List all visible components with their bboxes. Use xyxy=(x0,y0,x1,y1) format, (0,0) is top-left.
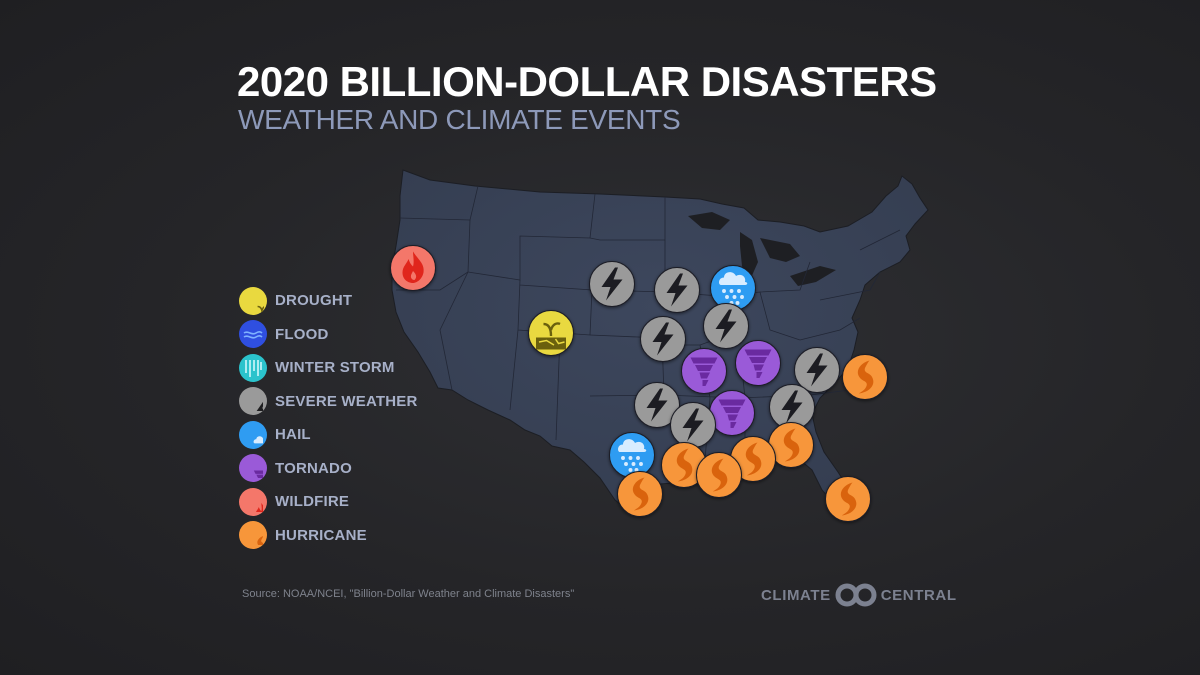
tornado-marker xyxy=(681,348,727,394)
hail-marker xyxy=(609,432,655,478)
legend-label: FLOOD xyxy=(275,325,329,343)
legend-item-hail: HAIL xyxy=(239,418,418,452)
legend-label: HURRICANE xyxy=(275,526,367,544)
legend-item-drought: DROUGHT xyxy=(239,284,418,318)
tornado-marker xyxy=(709,390,755,436)
legend-label: DROUGHT xyxy=(275,292,353,310)
page-subtitle: WEATHER AND CLIMATE EVENTS xyxy=(238,104,681,135)
severe-weather-marker xyxy=(703,303,749,349)
marker-layer xyxy=(390,245,888,522)
severe-weather-marker xyxy=(794,347,840,393)
hurricane-icon xyxy=(239,521,267,550)
legend-label: WINTER STORM xyxy=(275,359,395,377)
legend-label: HAIL xyxy=(275,426,311,444)
logo-text-left: CLIMATE xyxy=(761,586,831,604)
drought-marker xyxy=(528,310,574,356)
hail-marker xyxy=(710,265,756,311)
winter-storm-icon xyxy=(239,353,267,382)
severe-weather-marker xyxy=(589,261,635,307)
logo-text-right: CENTRAL xyxy=(880,586,957,604)
logo-rings-icon xyxy=(835,583,877,607)
great-lakes xyxy=(688,212,836,286)
drought-icon xyxy=(239,286,267,315)
hurricane-marker xyxy=(825,476,871,522)
tornado-marker xyxy=(735,340,781,386)
page-title: 2020 BILLION-DOLLAR DISASTERS xyxy=(237,58,937,105)
lightning-icon xyxy=(239,387,267,416)
legend-label: WILDFIRE xyxy=(275,493,350,511)
legend-item-flood: FLOOD xyxy=(239,318,418,352)
tornado-icon xyxy=(239,454,267,483)
legend-item-severe-weather: SEVERE WEATHER xyxy=(239,385,418,419)
legend-item-tornado: TORNADO xyxy=(239,452,418,486)
hurricane-marker xyxy=(617,471,663,517)
legend-item-hurricane: HURRICANE xyxy=(239,519,418,553)
hurricane-marker xyxy=(696,452,742,498)
severe-weather-marker xyxy=(634,382,680,428)
legend-item-wildfire: WILDFIRE xyxy=(239,485,418,519)
severe-weather-marker xyxy=(640,316,686,362)
legend-item-winter-storm: WINTER STORM xyxy=(239,351,418,385)
hail-icon xyxy=(239,420,267,449)
climate-central-logo: CLIMATE CENTRAL xyxy=(761,583,957,607)
legend: DROUGHT FLOOD WINTER STORM SEVERE WEATHE… xyxy=(239,284,418,552)
fire-icon xyxy=(239,487,267,516)
flood-icon xyxy=(239,320,267,349)
hurricane-marker xyxy=(842,354,888,400)
wildfire-marker xyxy=(390,245,436,291)
legend-label: TORNADO xyxy=(275,459,352,477)
source-note: Source: NOAA/NCEI, "Billion-Dollar Weath… xyxy=(242,588,575,600)
legend-label: SEVERE WEATHER xyxy=(275,392,418,410)
severe-weather-marker xyxy=(654,267,700,313)
severe-weather-marker xyxy=(670,402,716,448)
